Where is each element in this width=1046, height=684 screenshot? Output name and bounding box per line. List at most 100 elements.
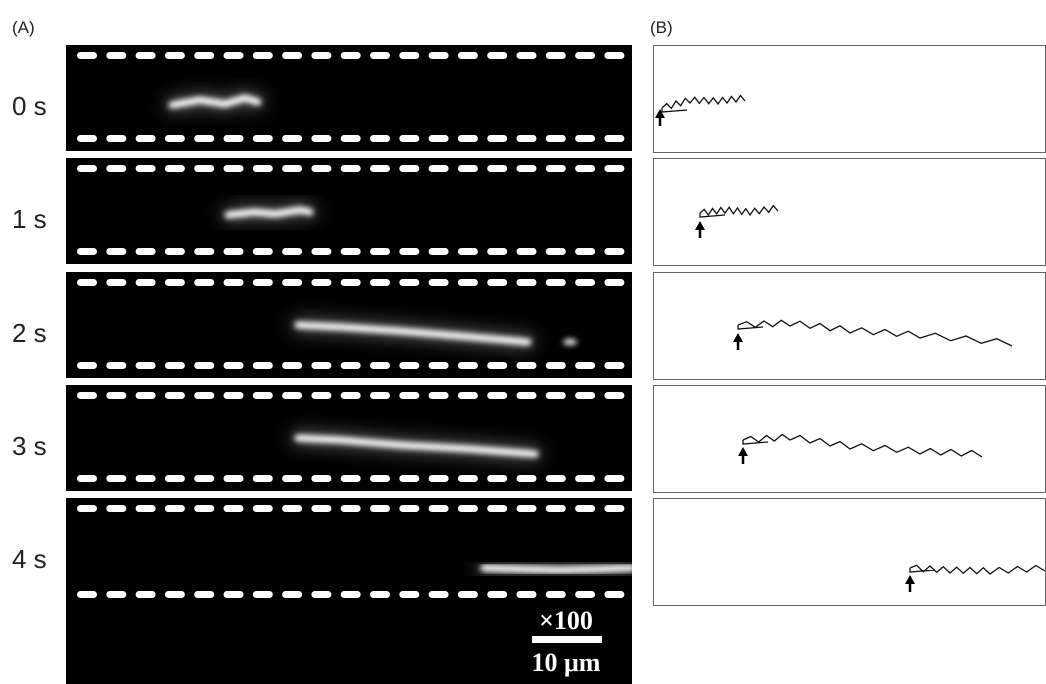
channel-marker [457,362,478,369]
channel-marker [311,362,332,369]
dna-fragment [563,339,577,345]
channel-marker [487,392,508,399]
channel-marker [135,591,156,598]
trace-box [653,158,1046,266]
channel-marker [428,248,449,255]
channel-marker [77,362,97,369]
channel-marker [77,591,97,598]
channel-marker [252,475,273,482]
arrow-head [695,221,705,230]
channel-marker [516,591,537,598]
channel-marker [135,475,156,482]
channel-marker [340,475,361,482]
channel-marker [106,279,127,286]
channel-marker [311,135,332,142]
channel-marker [545,362,566,369]
dna-strand [294,321,532,346]
channel-marker [604,165,625,172]
channel-marker [77,135,97,142]
time-label: 0 s [12,91,47,121]
channel-marker [604,591,625,598]
channel-marker [399,475,420,482]
channel-marker [516,475,537,482]
channel-marker [575,392,596,399]
channel-marker [399,165,420,172]
channel-marker [164,279,185,286]
channel-marker [106,135,127,142]
channel-marker [135,392,156,399]
channel-marker [77,52,97,59]
scale-bar [532,636,602,643]
channel-marker [370,475,390,482]
channel-marker [370,52,390,59]
channel-marker [252,135,273,142]
conformation-trace [742,433,983,458]
channel-marker [575,135,596,142]
channel-marker [282,52,303,59]
channel-marker [311,591,332,598]
channel-marker [516,165,537,172]
channel-marker [223,475,244,482]
channel-marker [135,135,156,142]
channel-marker [370,165,390,172]
channel-marker [516,248,537,255]
channel-marker [457,135,478,142]
channel-marker [252,505,273,512]
channel-marker [194,392,215,399]
channel-marker [428,362,449,369]
channel-marker [340,135,361,142]
channel-marker [106,52,127,59]
channel-marker [487,279,508,286]
channel-marker [106,362,127,369]
channel-marker [545,52,566,59]
channel-marker [311,392,332,399]
channel-marker [194,279,215,286]
trace-box [653,498,1046,606]
channel-marker [252,165,273,172]
channel-marker [164,392,185,399]
channel-marker [428,392,449,399]
channel-marker [457,52,478,59]
channel-marker [428,279,449,286]
channel-marker [516,505,537,512]
channel-marker [399,591,420,598]
channel-marker [106,591,127,598]
channel-marker [135,362,156,369]
channel-marker [516,279,537,286]
channel-marker [370,135,390,142]
channel-marker [282,475,303,482]
channel-marker [194,505,215,512]
channel-marker [340,279,361,286]
magnification: ×100 [539,606,593,635]
channel-marker [604,505,625,512]
channel-marker [135,165,156,172]
channel-marker [487,248,508,255]
channel-marker [106,248,127,255]
channel-marker [194,52,215,59]
channel-marker [604,392,625,399]
channel-marker [223,135,244,142]
channel-marker [457,279,478,286]
channel-marker [164,135,185,142]
time-label: 4 s [12,544,47,574]
time-label: 3 s [12,431,47,461]
channel-marker [106,392,127,399]
channel-marker [77,165,97,172]
channel-marker [575,248,596,255]
channel-marker [311,279,332,286]
channel-marker [516,52,537,59]
channel-marker [194,591,215,598]
channel-marker [428,505,449,512]
channel-marker [311,52,332,59]
channel-marker [428,475,449,482]
channel-marker [487,362,508,369]
arrow-head [655,109,665,118]
channel-marker [575,165,596,172]
channel-marker [457,392,478,399]
channel-marker [399,52,420,59]
channel-marker [282,165,303,172]
channel-marker [399,248,420,255]
channel-marker [370,591,390,598]
channel-marker [340,505,361,512]
